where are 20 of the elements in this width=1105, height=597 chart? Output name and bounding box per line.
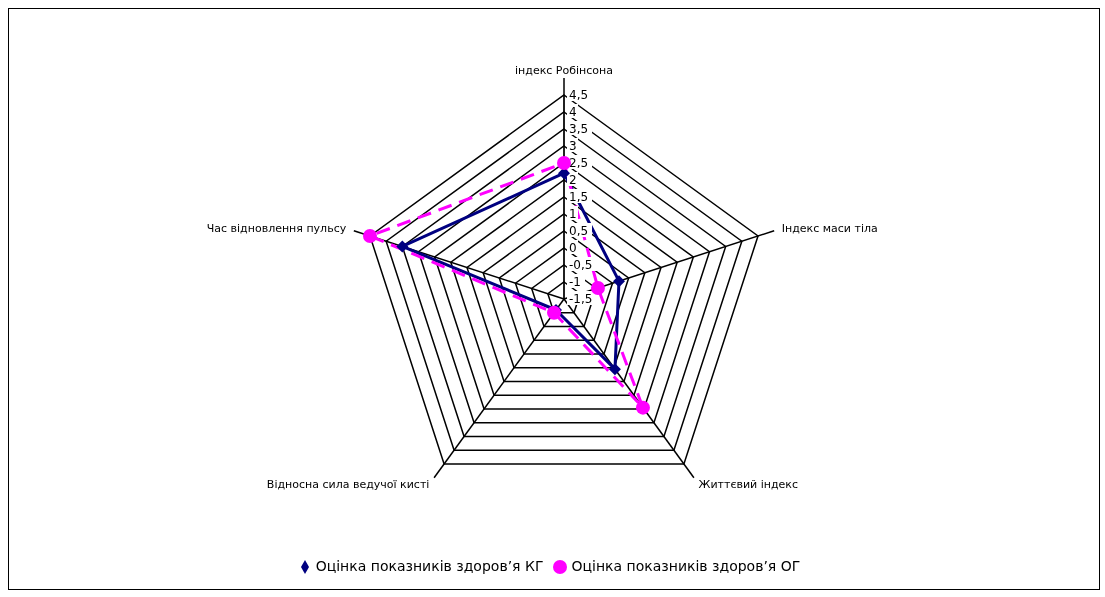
spoke-label: Час відновлення пульсу xyxy=(206,222,347,236)
legend-label: Оцінка показників здоров’я ОГ xyxy=(571,558,801,574)
y-tick-label: -1 xyxy=(569,275,581,289)
y-tick-label: 1 xyxy=(569,207,577,221)
spoke-label: Індекс маси тіла xyxy=(781,222,878,236)
y-tick-label: 1,5 xyxy=(569,190,589,204)
y-tick-label: 0,5 xyxy=(569,224,589,238)
y-tick-label: 3 xyxy=(569,139,577,153)
y-tick-label: 0 xyxy=(569,241,577,255)
y-tick-label: 4 xyxy=(569,105,577,119)
spoke-label: Життєвий індекс xyxy=(698,478,799,492)
y-tick-label: 3,5 xyxy=(569,122,589,136)
legend-label: Оцінка показників здоров’я КГ xyxy=(315,558,544,574)
y-tick-label: 2,5 xyxy=(569,156,589,170)
y-tick-label: 4,5 xyxy=(569,88,589,102)
y-tick-label: 2 xyxy=(569,173,577,187)
spoke-label: Відносна сила ведучої кисті xyxy=(266,478,430,492)
spoke-label: індекс Робінсона xyxy=(515,64,613,77)
y-tick-label: -1,5 xyxy=(569,292,593,306)
y-tick-label: -0,5 xyxy=(569,258,593,272)
